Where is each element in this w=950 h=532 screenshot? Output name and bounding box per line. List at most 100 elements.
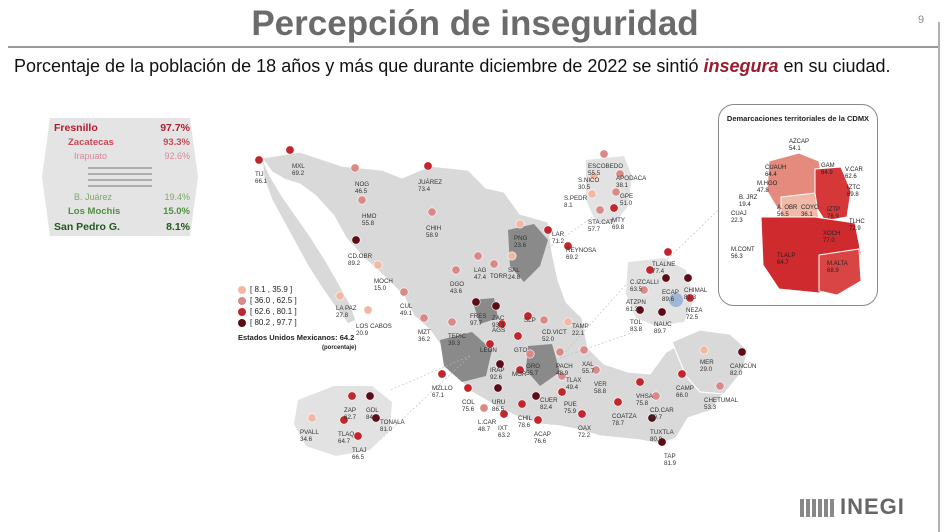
cdmx-area-value: 22.3 [731, 218, 743, 224]
city-marker [463, 383, 473, 393]
cdmx-area-value: 69.8 [847, 192, 859, 198]
city-marker [351, 235, 361, 245]
city-marker [651, 391, 661, 401]
cdmx-area-label: TLALP [777, 253, 795, 259]
city-marker [513, 331, 523, 341]
city-label: SAL [508, 267, 520, 274]
city-label: CUER [540, 397, 558, 404]
cdmx-shape-southeast [818, 248, 862, 296]
city-label: CAMP [676, 385, 694, 392]
city-marker [615, 169, 625, 179]
city-marker [517, 399, 527, 409]
city-marker [479, 403, 489, 413]
city-label: GPE [620, 193, 633, 200]
city-marker [523, 311, 533, 321]
city-value: 59.7 [650, 414, 663, 421]
city-value: 83.8 [630, 326, 643, 333]
city-value: 43.6 [450, 288, 463, 295]
cdmx-area-value: 19.4 [739, 202, 751, 208]
city-label: MZLLO [432, 385, 453, 392]
city-value: 72.2 [578, 432, 591, 439]
city-value: 72.5 [686, 314, 699, 321]
city-label: XAL [582, 361, 594, 368]
city-marker [489, 259, 499, 269]
city-marker [595, 205, 605, 215]
city-marker [471, 297, 481, 307]
city-marker [493, 383, 503, 393]
city-value: 69.2 [292, 170, 305, 177]
city-label: COL [462, 399, 475, 406]
city-value: 75.9 [564, 408, 577, 415]
city-value: 78.7 [612, 420, 625, 427]
city-label: LAR [552, 231, 565, 238]
city-value: 55.7 [526, 370, 539, 377]
city-value: 52.0 [542, 336, 555, 343]
city-value: 80.9 [650, 436, 663, 443]
city-value: 86.5 [492, 406, 505, 413]
city-marker [663, 247, 673, 257]
city-label: MOR [512, 371, 527, 378]
city-value: 73.4 [418, 186, 431, 193]
legend-label: [ 8.1 , 35.9 ] [250, 285, 293, 294]
city-label: CD.OBR [348, 253, 373, 260]
rank-name: San Pedro G. [54, 221, 120, 233]
city-markers [254, 145, 747, 447]
city-value: 55.7 [582, 368, 595, 375]
city-label: JUÁREZ [418, 179, 442, 186]
cdmx-area-label: B. JRZ [739, 195, 758, 201]
city-value: 89.7 [654, 328, 667, 335]
city-marker [365, 391, 375, 401]
cdmx-area-value: 64.4 [765, 172, 777, 178]
city-label: L.CAR [478, 419, 497, 426]
city-marker [557, 371, 567, 381]
page-number: 9 [918, 14, 925, 26]
city-label: TOL [630, 319, 642, 326]
city-label: TLAJ [352, 447, 366, 454]
city-value: 22.1 [572, 330, 585, 337]
city-label: ECAP [662, 289, 679, 296]
city-marker [254, 155, 264, 165]
city-marker [591, 365, 601, 375]
city-label: IRAP [490, 367, 504, 374]
city-label: CUL [400, 303, 413, 310]
city-label: FRES [470, 313, 487, 320]
cdmx-area-value: 76.9 [827, 214, 839, 220]
city-label: CANCÚN [730, 363, 756, 370]
cdmx-area-label: IZTC [847, 185, 861, 191]
city-label: TIJ [255, 171, 264, 178]
page-title: Percepción de inseguridad [251, 4, 699, 43]
city-label: CHIH [426, 225, 441, 232]
city-marker [499, 409, 509, 419]
city-marker [685, 293, 695, 303]
city-value: 82.0 [730, 370, 743, 377]
city-label: ACAP [534, 431, 551, 438]
city-label: STA.CAT [588, 219, 613, 226]
legend-swatch [238, 285, 246, 294]
city-marker [645, 265, 655, 275]
city-value: 89.2 [348, 260, 361, 267]
city-label: TEPIC [448, 333, 467, 340]
city-marker [363, 305, 373, 315]
ranking-box: Fresnillo 97.7% Zacatecas 93.3% Irapuato… [42, 116, 198, 238]
rank-value: 92.6% [164, 151, 190, 161]
city-marker [347, 391, 357, 401]
city-marker [677, 369, 687, 379]
connector-lines [379, 209, 719, 441]
city-value: 63.2 [498, 432, 511, 439]
city-marker [589, 171, 599, 181]
city-label: VHSA [636, 393, 654, 400]
city-marker [399, 287, 409, 297]
rank-name: Irapuato [74, 151, 108, 161]
city-value: 58.9 [426, 232, 439, 239]
cdmx-area-label: TLHC [849, 219, 865, 225]
city-value: 49.1 [400, 310, 413, 317]
subtitle-text-end: en su ciudad. [778, 56, 891, 76]
city-value: 84.2 [366, 414, 379, 421]
city-marker [285, 145, 295, 155]
city-marker [515, 365, 525, 375]
city-value: 66.5 [352, 454, 365, 461]
city-marker [491, 301, 501, 311]
city-value: 82.4 [540, 404, 553, 411]
